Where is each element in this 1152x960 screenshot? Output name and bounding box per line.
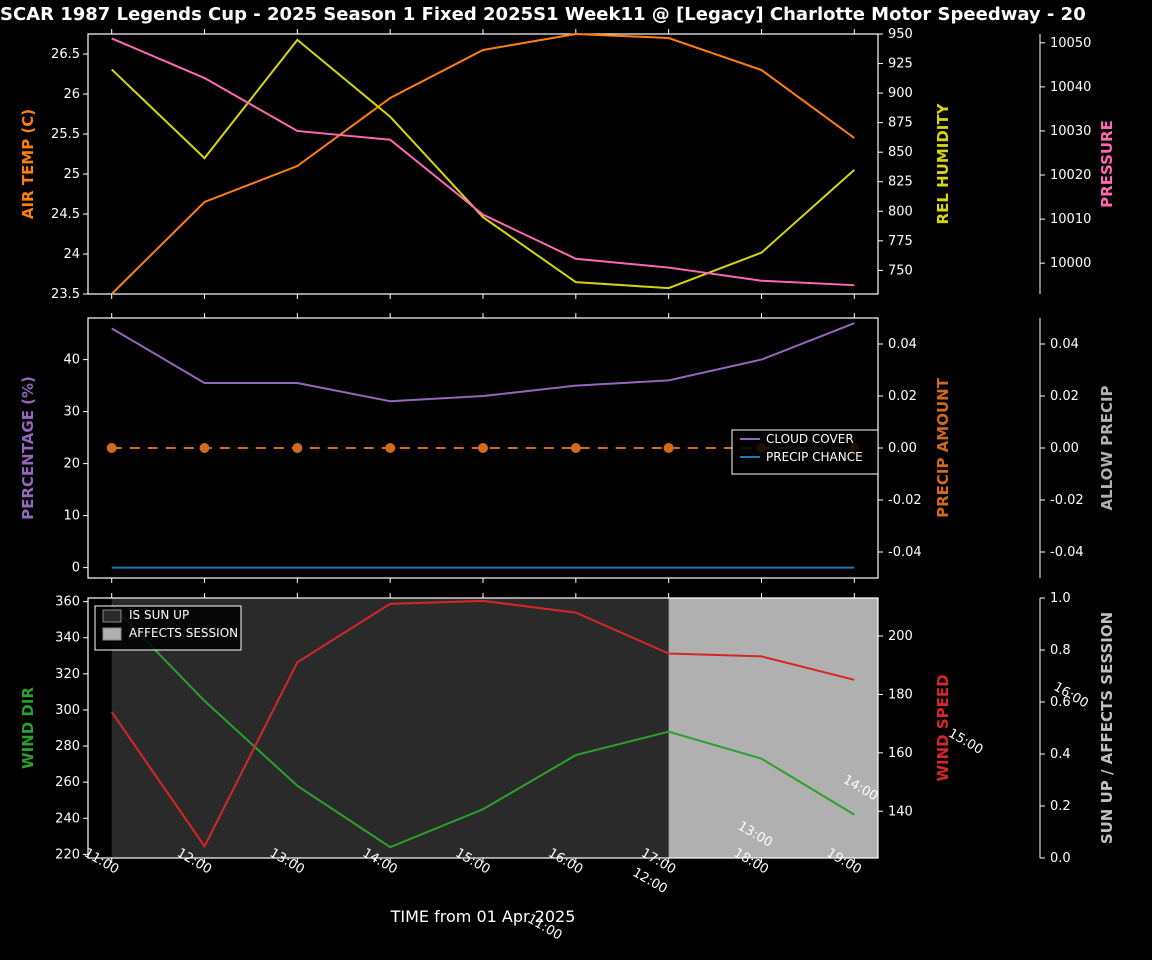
svg-text:775: 775: [888, 234, 913, 249]
svg-text:-0.02: -0.02: [888, 493, 922, 508]
svg-text:26.5: 26.5: [51, 47, 80, 62]
svg-text:40: 40: [63, 353, 80, 368]
svg-text:240: 240: [55, 811, 80, 826]
svg-text:PERCENTAGE (%): PERCENTAGE (%): [19, 376, 37, 520]
svg-text:925: 925: [888, 57, 913, 72]
svg-text:0.04: 0.04: [888, 337, 917, 352]
svg-text:10030: 10030: [1050, 124, 1091, 139]
svg-text:875: 875: [888, 116, 913, 131]
svg-text:PRECIP AMOUNT: PRECIP AMOUNT: [934, 377, 952, 518]
svg-text:750: 750: [888, 263, 913, 278]
svg-text:PRESSURE: PRESSURE: [1098, 120, 1116, 208]
svg-text:-0.04: -0.04: [1050, 545, 1084, 560]
svg-text:0.00: 0.00: [888, 441, 917, 456]
svg-text:140: 140: [888, 804, 913, 819]
svg-text:23.5: 23.5: [51, 287, 80, 302]
svg-text:160: 160: [888, 746, 913, 761]
svg-text:REL HUMIDITY: REL HUMIDITY: [934, 102, 952, 224]
svg-text:0.4: 0.4: [1050, 747, 1071, 762]
svg-text:0: 0: [72, 561, 80, 576]
svg-text:280: 280: [55, 739, 80, 754]
svg-text:25: 25: [63, 167, 80, 182]
svg-text:AFFECTS SESSION: AFFECTS SESSION: [129, 626, 238, 640]
svg-text:260: 260: [55, 775, 80, 790]
svg-text:300: 300: [55, 703, 80, 718]
svg-text:WIND SPEED: WIND SPEED: [934, 674, 952, 781]
svg-text:1.0: 1.0: [1050, 591, 1071, 606]
svg-text:PRECIP CHANCE: PRECIP CHANCE: [766, 450, 863, 464]
svg-text:24: 24: [63, 247, 80, 262]
svg-text:10: 10: [63, 509, 80, 524]
svg-text:900: 900: [888, 86, 913, 101]
svg-text:320: 320: [55, 667, 80, 682]
svg-text:340: 340: [55, 631, 80, 646]
svg-text:-0.02: -0.02: [1050, 493, 1084, 508]
svg-text:0.02: 0.02: [888, 389, 917, 404]
svg-text:0.00: 0.00: [1050, 441, 1079, 456]
svg-text:24.5: 24.5: [51, 207, 80, 222]
svg-text:200: 200: [888, 629, 913, 644]
svg-text:CLOUD COVER: CLOUD COVER: [766, 432, 854, 446]
weather-chart: SCAR 1987 Legends Cup - 2025 Season 1 Fi…: [0, 0, 1152, 960]
svg-text:850: 850: [888, 145, 913, 160]
svg-text:30: 30: [63, 405, 80, 420]
svg-text:0.0: 0.0: [1050, 851, 1071, 866]
svg-text:180: 180: [888, 687, 913, 702]
svg-text:220: 220: [55, 847, 80, 862]
svg-text:0.02: 0.02: [1050, 389, 1079, 404]
svg-text:ALLOW PRECIP: ALLOW PRECIP: [1098, 385, 1116, 510]
svg-text:800: 800: [888, 204, 913, 219]
svg-text:10020: 10020: [1050, 168, 1091, 183]
svg-text:25.5: 25.5: [51, 127, 80, 142]
svg-text:0.8: 0.8: [1050, 643, 1071, 658]
svg-text:20: 20: [63, 457, 80, 472]
svg-text:AIR TEMP (C): AIR TEMP (C): [19, 109, 37, 219]
svg-text:SUN UP / AFFECTS SESSION: SUN UP / AFFECTS SESSION: [1098, 612, 1116, 844]
svg-text:10010: 10010: [1050, 212, 1091, 227]
svg-text:IS SUN UP: IS SUN UP: [129, 608, 189, 622]
svg-text:10050: 10050: [1050, 36, 1091, 51]
svg-text:SCAR 1987 Legends Cup - 2025: SCAR 1987 Legends Cup - 2025 Season 1 Fi…: [0, 4, 1086, 25]
svg-text:825: 825: [888, 175, 913, 190]
svg-text:950: 950: [888, 27, 913, 42]
svg-text:10040: 10040: [1050, 80, 1091, 95]
svg-text:360: 360: [55, 595, 80, 610]
svg-text:-0.04: -0.04: [888, 545, 922, 560]
svg-text:26: 26: [63, 87, 80, 102]
svg-text:0.2: 0.2: [1050, 799, 1071, 814]
svg-text:10000: 10000: [1050, 256, 1091, 271]
x-axis-title: TIME from 01 Apr 2025: [390, 907, 576, 926]
svg-text:WIND DIR: WIND DIR: [19, 687, 37, 769]
svg-text:0.04: 0.04: [1050, 337, 1079, 352]
